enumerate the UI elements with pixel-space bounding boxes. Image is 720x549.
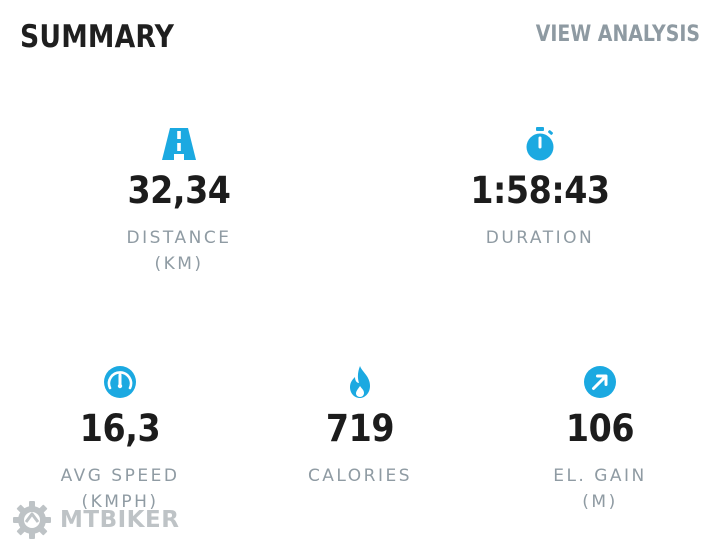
distance-stat: 32,34 DISTANCE (KM) [84, 126, 274, 277]
calories-value: 719 [325, 407, 395, 450]
duration-label: DURATION [485, 228, 595, 248]
elevation-gain-label: EL. GAIN [553, 466, 647, 486]
avg-speed-value: 16,3 [79, 407, 161, 450]
gear-logo-icon [13, 501, 51, 539]
avg-speed-stat: 16,3 AVG SPEED (KMPH) [25, 364, 215, 515]
distance-value: 32,34 [127, 169, 231, 212]
view-analysis-link[interactable]: VIEW ANALYSIS [535, 22, 700, 47]
mtbiker-watermark: MTBIKER [12, 500, 179, 540]
arrow-up-right-icon [584, 366, 616, 398]
duration-value: 1:58:43 [470, 169, 610, 212]
elevation-gain-stat: 106 EL. GAIN (M) [505, 364, 695, 515]
distance-label: DISTANCE [126, 228, 232, 248]
flame-icon [350, 366, 370, 398]
road-icon [162, 128, 196, 160]
calories-stat: 719 CALORIES [265, 364, 455, 489]
duration-stat: 1:58:43 DURATION [445, 126, 635, 251]
elevation-gain-value: 106 [565, 407, 635, 450]
calories-label: CALORIES [307, 466, 413, 486]
page-title: SUMMARY [20, 19, 175, 55]
avg-speed-label: AVG SPEED [60, 466, 180, 486]
elevation-gain-unit: (M) [582, 492, 618, 512]
watermark-text: MTBIKER [60, 507, 180, 533]
speedometer-icon [104, 366, 136, 398]
distance-unit: (KM) [154, 254, 204, 274]
avg-speed-unit: (KMPH) [81, 492, 159, 512]
stopwatch-icon [526, 127, 554, 161]
